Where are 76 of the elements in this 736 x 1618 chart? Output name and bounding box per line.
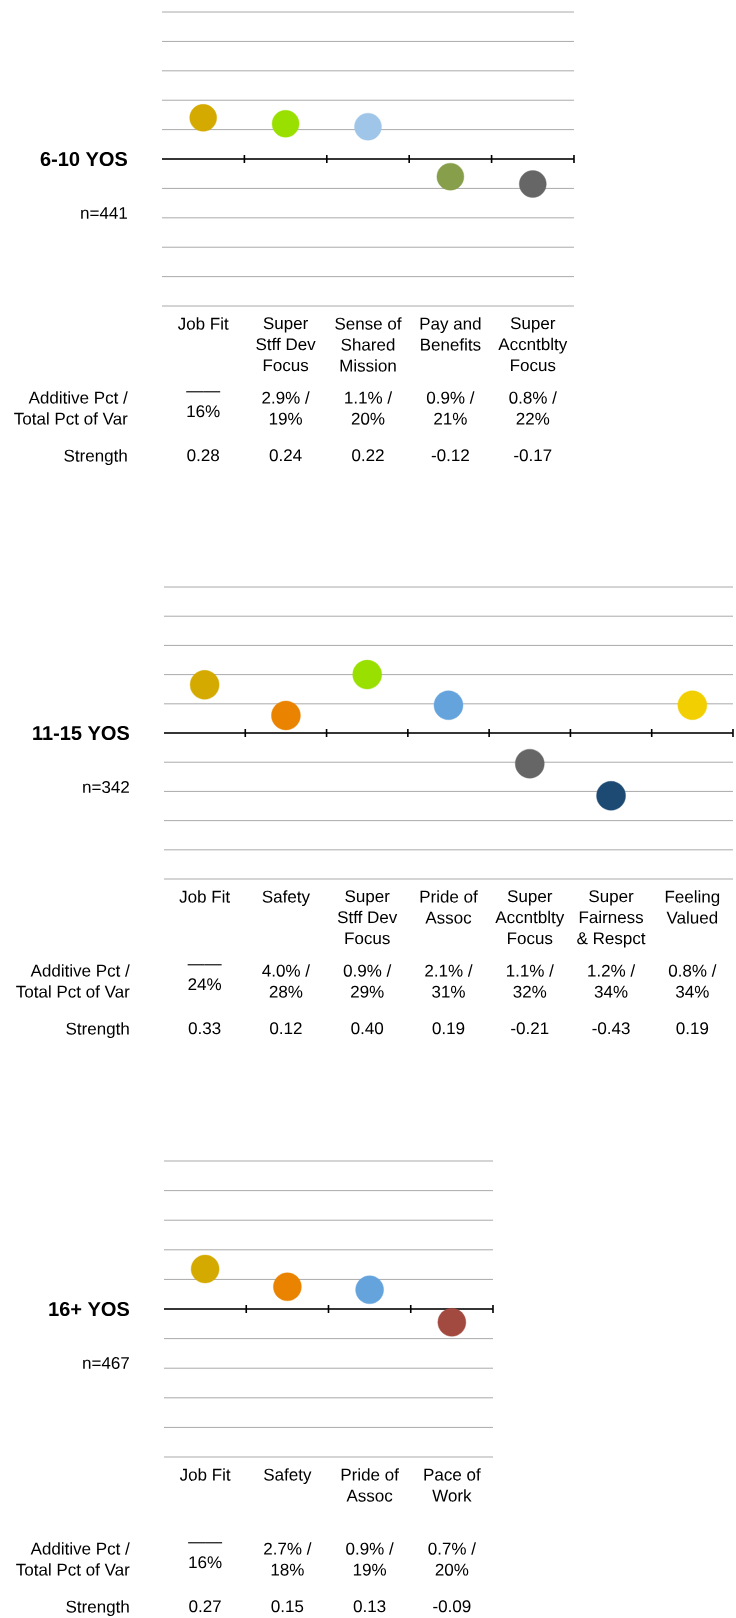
- text: 2.1% / 31%: [425, 964, 473, 998]
- data-label: -0.09: [433, 1600, 471, 1613]
- text: 2.9% / 19%: [262, 391, 310, 425]
- point: [271, 110, 300, 138]
- text: Additive Pct / Total Pct of Var: [16, 1542, 130, 1576]
- x-tick-label: Job Fit: [179, 1468, 231, 1481]
- text: Strength: [66, 1600, 129, 1617]
- data-label: 0.24: [269, 449, 302, 462]
- x-tick-label: Pride of Assoc: [341, 1468, 399, 1502]
- x-tick-label: Pace of Work: [424, 1468, 481, 1502]
- data-label: -0.12: [431, 449, 469, 462]
- text: Additive Pct / Total Pct of Var: [16, 964, 130, 998]
- point: [596, 781, 626, 811]
- data-label: 0.22: [352, 449, 384, 462]
- point: [190, 1254, 220, 1284]
- data-label: -0.21: [511, 1022, 549, 1035]
- data-label: 0.13: [353, 1600, 386, 1613]
- point: [437, 1308, 467, 1337]
- point: [433, 690, 464, 720]
- point: [271, 700, 301, 731]
- x-tick-label: Pride of Assoc: [420, 890, 478, 924]
- x-tick-label: Safety: [262, 890, 310, 907]
- x-tick-label: Super Accntblty Focus: [495, 890, 565, 945]
- text: n=342: [83, 781, 129, 794]
- data-label: 0.19: [432, 1022, 465, 1035]
- text: 16+ YOS: [49, 1301, 129, 1317]
- text: 0.9% / 19%: [346, 1542, 394, 1576]
- data-label: 0.12: [270, 1022, 302, 1035]
- point: [189, 670, 220, 700]
- text: Additive Pct / Total Pct of Var: [14, 391, 128, 425]
- point: [519, 170, 547, 198]
- point: [189, 104, 217, 132]
- x-tick-label: Feeling Valued: [665, 890, 720, 924]
- text: —— 24%: [187, 964, 222, 991]
- text: 1.1% / 32%: [506, 964, 554, 998]
- text: 4.0% / 28%: [262, 964, 310, 998]
- x-tick-label: Sense of Shared Mission: [335, 317, 402, 372]
- text: 11-15 YOS: [33, 725, 129, 741]
- text: 0.8% / 34%: [668, 964, 717, 998]
- data-label: -0.43: [592, 1022, 630, 1035]
- x-tick-label: Safety: [264, 1468, 312, 1485]
- data-label: -0.17: [514, 449, 552, 462]
- data-label: 0.33: [188, 1022, 221, 1035]
- text: Strength: [66, 1022, 129, 1039]
- x-tick-label: Super Fairness & Respct: [577, 890, 646, 948]
- text: 0.7% / 20%: [428, 1542, 476, 1576]
- text: 1.2% / 34%: [588, 964, 636, 998]
- data-label: 0.28: [187, 449, 219, 462]
- x-tick-label: Super Stff Dev Focus: [337, 890, 398, 945]
- data-label: 0.19: [676, 1022, 709, 1035]
- point: [354, 112, 382, 141]
- text: 6-10 YOS: [40, 151, 127, 167]
- x-tick-label: Super Accntblty Focus: [498, 317, 568, 372]
- text: 0.9% / 29%: [343, 964, 392, 998]
- data-label: 0.27: [189, 1600, 221, 1613]
- x-tick-label: Pay and Benefits: [420, 317, 481, 351]
- data-label: 0.40: [351, 1022, 384, 1035]
- point: [436, 162, 465, 191]
- x-tick-label: Job Fit: [177, 317, 229, 330]
- text: n=441: [81, 207, 127, 219]
- point: [515, 748, 545, 779]
- text: —— 16%: [188, 1542, 223, 1569]
- text: —— 16%: [186, 391, 221, 418]
- text: 0.8% / 22%: [509, 391, 557, 425]
- text: Strength: [64, 449, 127, 466]
- data-label: 0.15: [271, 1600, 304, 1613]
- x-tick-label: Job Fit: [179, 890, 230, 903]
- point: [355, 1275, 384, 1304]
- x-tick-label: Super Stff Dev Focus: [256, 317, 316, 372]
- text: 1.1% / 20%: [345, 391, 393, 425]
- point: [677, 690, 708, 720]
- text: 2.7% / 18%: [264, 1542, 312, 1576]
- point: [273, 1272, 302, 1302]
- text: 0.9% / 21%: [426, 391, 475, 425]
- point: [352, 659, 382, 690]
- text: n=467: [83, 1356, 129, 1370]
